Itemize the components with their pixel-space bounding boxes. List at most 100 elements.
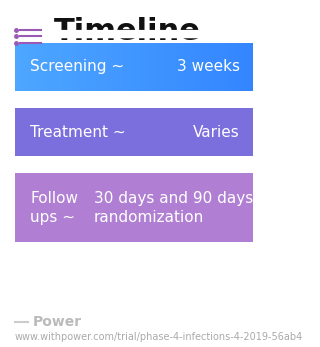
Bar bbox=[36, 43, 39, 91]
Bar bbox=[68, 43, 71, 91]
Bar bbox=[95, 43, 98, 91]
Bar bbox=[199, 108, 202, 156]
Bar bbox=[36, 108, 39, 156]
Bar bbox=[107, 108, 110, 156]
Bar bbox=[205, 174, 208, 242]
Bar bbox=[80, 108, 83, 156]
Bar bbox=[157, 174, 161, 242]
Bar bbox=[148, 174, 152, 242]
Bar bbox=[110, 43, 113, 91]
Bar bbox=[190, 174, 194, 242]
Text: Power: Power bbox=[33, 314, 82, 329]
Bar bbox=[160, 108, 164, 156]
Bar bbox=[56, 108, 60, 156]
Bar bbox=[50, 174, 53, 242]
Bar bbox=[155, 43, 158, 91]
Bar bbox=[211, 43, 214, 91]
Bar bbox=[238, 43, 241, 91]
Bar bbox=[250, 43, 253, 91]
Bar bbox=[119, 174, 122, 242]
Bar bbox=[140, 174, 143, 242]
Bar bbox=[143, 174, 146, 242]
Bar bbox=[62, 174, 66, 242]
Bar bbox=[220, 108, 223, 156]
Bar bbox=[27, 43, 30, 91]
Bar bbox=[92, 174, 95, 242]
Bar bbox=[24, 43, 27, 91]
Bar bbox=[113, 174, 116, 242]
Bar bbox=[92, 108, 95, 156]
Bar bbox=[184, 108, 188, 156]
Bar bbox=[223, 43, 226, 91]
Bar bbox=[155, 108, 158, 156]
Bar bbox=[27, 108, 30, 156]
Bar bbox=[44, 43, 48, 91]
Bar bbox=[56, 174, 60, 242]
Bar bbox=[137, 174, 140, 242]
Bar bbox=[164, 43, 167, 91]
Bar bbox=[166, 174, 170, 242]
Bar bbox=[229, 43, 232, 91]
Bar bbox=[65, 174, 68, 242]
Bar bbox=[202, 43, 205, 91]
Bar bbox=[134, 108, 137, 156]
Bar bbox=[27, 174, 30, 242]
Bar bbox=[175, 174, 179, 242]
Bar bbox=[143, 43, 146, 91]
Bar bbox=[244, 108, 247, 156]
Bar bbox=[77, 108, 80, 156]
Bar bbox=[226, 43, 229, 91]
Bar bbox=[128, 43, 131, 91]
Bar bbox=[134, 174, 137, 242]
Bar bbox=[223, 174, 226, 242]
Bar bbox=[181, 108, 185, 156]
Bar bbox=[101, 43, 104, 91]
Bar bbox=[32, 174, 36, 242]
Bar bbox=[157, 108, 161, 156]
Bar bbox=[232, 43, 235, 91]
Text: Varies: Varies bbox=[193, 125, 239, 140]
Bar bbox=[199, 43, 202, 91]
Bar bbox=[116, 174, 119, 242]
Bar bbox=[152, 43, 155, 91]
Bar bbox=[128, 174, 131, 242]
Bar bbox=[62, 43, 66, 91]
Bar bbox=[214, 43, 217, 91]
Bar bbox=[18, 108, 21, 156]
Bar bbox=[152, 174, 155, 242]
Bar bbox=[166, 108, 170, 156]
Bar bbox=[122, 43, 125, 91]
Bar bbox=[190, 108, 194, 156]
Bar bbox=[32, 43, 36, 91]
Bar bbox=[175, 108, 179, 156]
Bar bbox=[113, 43, 116, 91]
Bar bbox=[113, 108, 116, 156]
Bar bbox=[83, 43, 86, 91]
Bar bbox=[38, 43, 42, 91]
Bar bbox=[53, 108, 57, 156]
Bar bbox=[137, 108, 140, 156]
Bar bbox=[235, 108, 238, 156]
Bar bbox=[18, 174, 21, 242]
Bar bbox=[164, 108, 167, 156]
Bar bbox=[104, 108, 107, 156]
Bar bbox=[238, 108, 241, 156]
Bar bbox=[208, 108, 211, 156]
Text: Follow
ups ~: Follow ups ~ bbox=[30, 191, 78, 225]
Bar bbox=[29, 43, 33, 91]
Bar bbox=[101, 174, 104, 242]
Bar bbox=[47, 174, 51, 242]
Bar bbox=[217, 43, 220, 91]
Bar bbox=[104, 43, 107, 91]
Bar bbox=[59, 43, 62, 91]
Bar bbox=[190, 43, 194, 91]
Bar bbox=[98, 108, 101, 156]
Bar bbox=[241, 108, 244, 156]
Bar bbox=[15, 174, 18, 242]
Bar bbox=[107, 43, 110, 91]
Bar bbox=[80, 174, 83, 242]
Bar bbox=[232, 108, 235, 156]
Bar bbox=[47, 108, 51, 156]
Bar bbox=[131, 43, 134, 91]
Bar bbox=[24, 174, 27, 242]
